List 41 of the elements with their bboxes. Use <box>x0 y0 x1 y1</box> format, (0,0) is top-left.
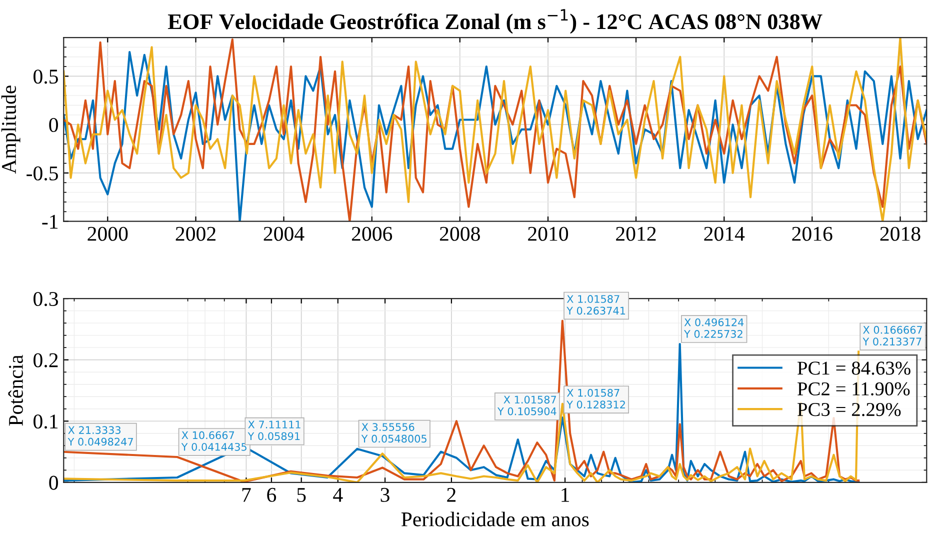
x-tick-label: 2 <box>447 488 456 502</box>
x-tick-label: 6 <box>267 488 276 502</box>
x-tick-label: 2006 <box>352 226 392 241</box>
annotation: X 7.11111 Y 0.05891 <box>248 420 300 440</box>
x-tick-label: 2012 <box>616 226 656 241</box>
x-tick-label: 2010 <box>528 226 568 241</box>
annotation: X 3.55556 Y 0.0548005 <box>361 423 426 443</box>
x-tick-label: 4 <box>333 488 343 502</box>
legend-label: PC3 = 2.29% <box>798 402 901 416</box>
x-tick-label: 5 <box>297 488 306 502</box>
y-tick-label: 0.2 <box>34 353 58 368</box>
chart-title: EOF Velocidade Geostrófica Zonal (m s$^{−1}$) - 12°C ACAS 08°N 038W <box>168 9 822 34</box>
y-tick-label: -1 <box>42 214 58 229</box>
annotation: X 10.6667 Y 0.0414435 <box>181 431 246 451</box>
x-tick-label: 2016 <box>792 226 832 241</box>
legend-label: PC2 = 11.90% <box>798 382 910 396</box>
annotation: X 0.166667 Y 0.213377 <box>862 326 922 346</box>
y-tick-label: 0.3 <box>34 292 58 306</box>
y-tick-label: 0.5 <box>34 70 58 84</box>
y-tick-label: 0 <box>49 476 58 490</box>
x-tick-label: 2014 <box>704 226 745 241</box>
x-tick-label: 2002 <box>176 226 216 241</box>
y-tick-label: 0.1 <box>34 414 58 429</box>
y-tick-label: -0.5 <box>26 166 58 180</box>
legend-label: PC1 = 84.63% <box>798 362 910 375</box>
x-tick-label: 2004 <box>264 226 304 241</box>
annotation: X 1.01587 Y 0.128312 <box>566 388 625 408</box>
y-axis-title: Amplitude <box>1 86 20 174</box>
y-axis-title: Potência <box>8 354 23 426</box>
y-tick-label: 0 <box>49 118 58 132</box>
x-tick-label: 2000 <box>88 226 128 241</box>
x-tick-label: 2018 <box>880 226 920 241</box>
annotation: X 0.496124 Y 0.225732 <box>684 318 744 338</box>
x-tick-label: 2008 <box>440 226 480 241</box>
annotation: X 21.3333 Y 0.0498247 <box>68 426 133 446</box>
annotation: X 1.01587 Y 0.263741 <box>566 295 626 315</box>
x-tick-label: 3 <box>380 488 390 502</box>
x-tick-label: 1 <box>562 488 569 502</box>
annotation: X 1.01587 Y 0.105904 <box>497 396 556 416</box>
x-tick-label: 7 <box>242 488 251 502</box>
x-axis-title: Periodicidade em anos <box>401 512 589 526</box>
